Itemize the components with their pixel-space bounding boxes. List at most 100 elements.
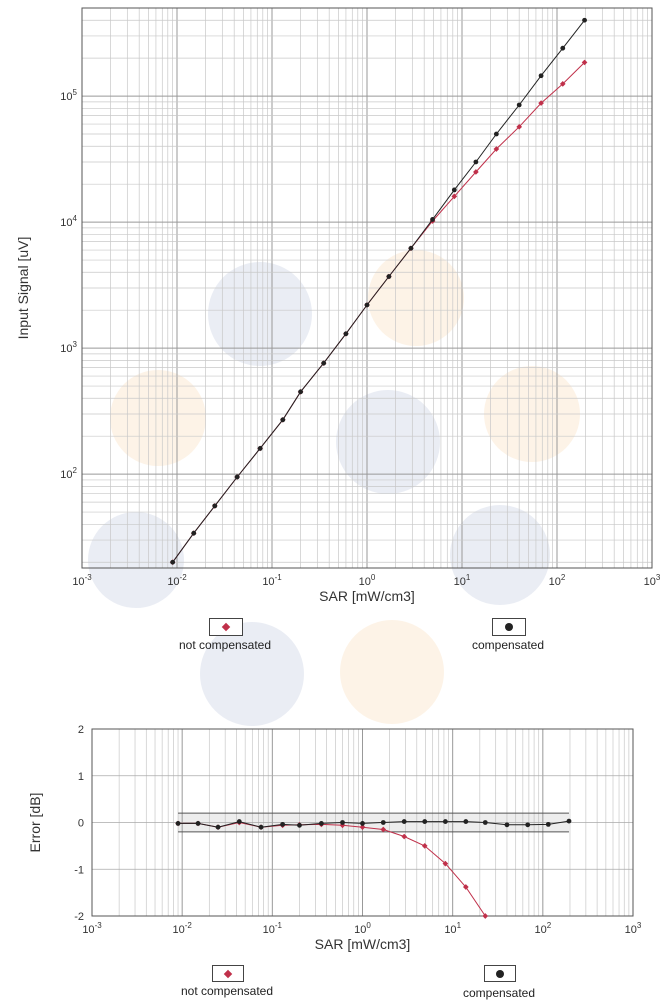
diamond-marker-icon — [223, 969, 233, 978]
legend-label-compensated: compensated — [471, 638, 545, 652]
x-tick-label: 103 — [644, 573, 661, 588]
plot-area — [81, 7, 653, 569]
data-point-compensated — [516, 102, 522, 108]
data-point-not-compensated — [442, 860, 449, 867]
data-point-not-compensated — [401, 833, 408, 840]
data-point-not-compensated — [581, 59, 588, 66]
data-point-not-compensated — [451, 193, 458, 200]
watermark-circle — [340, 620, 444, 724]
data-point-compensated — [408, 245, 414, 251]
legend-swatch-not-compensated — [209, 618, 243, 636]
x-tick-label: 102 — [549, 573, 566, 588]
data-point-compensated — [386, 274, 392, 279]
data-point-compensated — [195, 821, 201, 826]
x-tick-label: 10-3 — [82, 921, 102, 936]
data-point-compensated — [170, 559, 176, 565]
y-tick-label: 0 — [78, 818, 84, 830]
data-point-compensated — [298, 389, 303, 395]
data-point-compensated — [463, 819, 469, 824]
data-point-compensated — [191, 530, 197, 536]
data-point-compensated — [545, 821, 551, 827]
data-point-compensated — [212, 503, 218, 509]
x-tick-label: 101 — [444, 921, 461, 936]
data-point-compensated — [360, 821, 365, 826]
legend-swatch-not-compensated — [212, 965, 244, 982]
data-point-not-compensated — [538, 100, 544, 106]
y-tick-label: 102 — [60, 466, 77, 481]
x-tick-label: 100 — [354, 921, 371, 936]
data-point-compensated — [538, 73, 544, 79]
watermark-circle — [368, 250, 464, 346]
data-point-compensated — [257, 446, 263, 451]
x-tick-label: 10-2 — [172, 921, 192, 936]
y-axis-label: Input Signal [uV] — [15, 237, 31, 340]
data-point-not-compensated — [463, 884, 469, 890]
data-point-compensated — [442, 819, 448, 824]
data-point-compensated — [364, 302, 370, 308]
x-tick-label: 10-2 — [167, 573, 187, 588]
series-layer — [169, 17, 588, 566]
data-point-compensated — [258, 824, 264, 830]
series-line-compensated — [178, 820, 570, 828]
data-point-compensated — [401, 819, 407, 824]
data-point-compensated — [236, 819, 242, 824]
x-axis-label: SAR [mW/cm3] — [315, 936, 411, 952]
legend-label-not-compensated: not compensated — [180, 984, 274, 998]
data-point-compensated — [560, 45, 566, 51]
data-point-not-compensated — [516, 124, 523, 130]
y-tick-label: -2 — [74, 911, 84, 923]
y-tick-label: -1 — [74, 864, 84, 876]
data-point-not-compensated — [380, 826, 387, 833]
x-tick-label: 101 — [454, 573, 471, 588]
watermark-circle — [450, 505, 550, 605]
data-point-not-compensated — [421, 843, 428, 849]
data-point-not-compensated — [493, 146, 500, 152]
data-point-compensated — [280, 821, 286, 827]
diamond-marker-icon — [221, 622, 231, 632]
data-point-compensated — [215, 824, 221, 830]
y-tick-label: 2 — [78, 724, 84, 736]
plot-frame — [81, 7, 653, 569]
series-line-compensated — [172, 19, 585, 563]
series-layer — [175, 818, 572, 919]
circle-marker-icon — [496, 969, 504, 978]
legend-label-compensated: compensated — [462, 986, 536, 1000]
data-point-compensated — [343, 331, 349, 337]
circle-marker-icon — [505, 623, 513, 631]
data-point-not-compensated — [359, 824, 366, 831]
data-point-compensated — [175, 821, 181, 826]
watermark-circle — [200, 622, 304, 726]
data-point-compensated — [422, 819, 428, 824]
data-point-compensated — [380, 820, 386, 825]
x-tick-label: 10-3 — [72, 573, 92, 588]
x-axis-label: SAR [mW/cm3] — [319, 588, 415, 604]
y-tick-label: 103 — [60, 340, 77, 355]
data-point-compensated — [525, 822, 531, 828]
legend-label-not-compensated: not compensated — [178, 638, 272, 652]
y-tick-label: 104 — [60, 214, 77, 229]
input-signal-chart: 10-3 10-2 10-1 100 101 102 103 102 103 104 105 SAR … — [15, 7, 661, 604]
data-point-compensated — [482, 820, 488, 825]
x-tick-label: 10-1 — [263, 921, 283, 936]
watermark-circle — [336, 390, 440, 494]
data-point-compensated — [280, 417, 286, 423]
data-point-not-compensated — [482, 913, 489, 919]
data-point-compensated — [504, 822, 510, 828]
x-tick-label: 100 — [359, 573, 376, 588]
data-point-compensated — [340, 820, 345, 825]
data-point-compensated — [321, 360, 327, 366]
y-tick-label: 105 — [60, 88, 77, 103]
y-tick-label: 1 — [78, 771, 84, 783]
data-point-compensated — [473, 159, 479, 165]
x-tick-label: 103 — [625, 921, 642, 936]
data-point-compensated — [582, 17, 587, 23]
data-point-compensated — [234, 474, 240, 480]
data-point-compensated — [566, 818, 572, 824]
data-point-compensated — [318, 821, 324, 826]
y-axis-label: Error [dB] — [27, 793, 43, 853]
data-point-compensated — [451, 187, 457, 193]
plot-frame — [91, 728, 634, 917]
data-point-not-compensated — [473, 169, 479, 175]
data-point-compensated — [297, 822, 302, 828]
